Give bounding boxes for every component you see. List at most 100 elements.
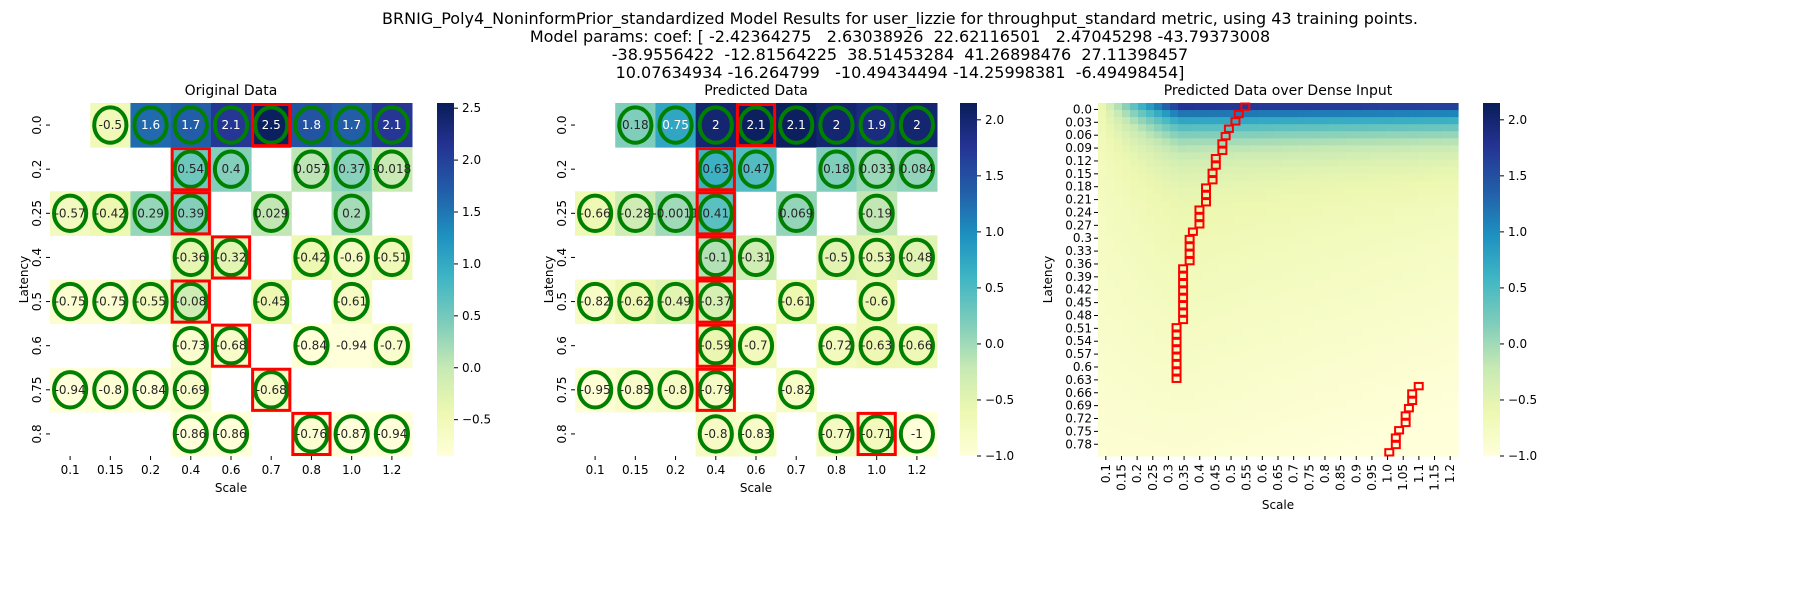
dense-cell [1162,138,1171,146]
dense-cell [1354,117,1363,125]
dense-cell [1386,215,1395,224]
dense-cell [1394,335,1403,344]
dense-cell [1250,314,1259,323]
dense-cell [1242,110,1251,118]
dense-cell [1442,385,1451,394]
cell-value-label: -0.7 [380,339,403,353]
dense-cell [1186,187,1195,196]
dense-cell [1202,392,1211,401]
dense-cell [1122,343,1131,351]
dense-cell [1298,180,1307,189]
dense-cell [1426,166,1435,175]
heatmap-cell [695,323,737,369]
dense-cell [1378,103,1387,111]
dense-cell [1186,194,1195,203]
dense-cell [1378,272,1387,281]
dense-cell [1234,180,1243,189]
dense-cell [1226,378,1235,386]
dense-cell [1386,364,1395,372]
dense-cell [1234,399,1243,408]
colorbar-tick-label: 2.0 [462,153,481,167]
dense-cell [1442,441,1451,450]
heatmap-cell [331,191,373,236]
dense-cell [1146,328,1155,337]
dense-cell [1170,406,1179,415]
dense-cell [1170,300,1179,309]
dense-cell [1138,194,1147,203]
dense-cell [1186,279,1195,288]
dense-cell [1370,124,1379,132]
dense-cell [1234,159,1243,168]
dense-cell [1386,286,1395,295]
dense-cell [1162,230,1171,238]
dense-cell [1186,343,1195,351]
dense-cell [1122,371,1131,379]
dense-cell [1122,201,1131,210]
dense-cell [1098,230,1107,238]
dense-cell [1106,300,1115,309]
dense-cell [1450,131,1459,139]
dense-cell [1394,258,1403,266]
y-tick-label: 0.45 [1065,296,1092,310]
dense-cell [1434,371,1443,379]
x-tick-label: 1.2 [382,463,401,477]
dense-cell [1282,434,1291,443]
dense-cell [1402,371,1411,379]
dense-cell [1146,201,1155,210]
dense-cell [1210,110,1219,118]
dense-cell [1306,399,1315,408]
dense-cell [1370,159,1379,168]
dense-cell [1354,251,1363,259]
dense-cell [1338,145,1347,154]
dense-cell [1242,145,1251,154]
dense-cell [1242,138,1251,146]
training-point-circle [858,326,895,366]
dense-cell [1218,215,1227,224]
dense-cell [1298,321,1307,330]
dense-cell [1170,427,1179,436]
dense-cell [1450,427,1459,436]
dense-cell [1170,124,1179,132]
dense-cell [1122,173,1131,182]
dense-cell [1266,321,1275,330]
dense-cell [1282,385,1291,394]
dense-cell [1202,131,1211,139]
dense-cell [1210,441,1219,450]
dense-cell [1226,392,1235,401]
dense-cell [1298,265,1307,274]
dense-cell [1186,215,1195,224]
dense-cell [1250,215,1259,224]
dense-cell [1218,201,1227,210]
dense-cell [1402,159,1411,168]
dense-cell [1386,434,1395,443]
dense-cell [1442,364,1451,372]
dense-cell [1330,279,1339,288]
dense-cell [1210,145,1219,154]
dense-cell [1162,145,1171,154]
dense-cell [1242,215,1251,224]
dense-cell [1418,223,1427,231]
dense-cell [1226,364,1235,372]
dense-cell [1130,194,1139,203]
dense-cell [1210,103,1219,111]
dense-cell [1410,173,1419,182]
dense-cell [1274,117,1283,125]
figure-title-line-1: BRNIG_Poly4_NoninformPrior_standardized … [382,9,1418,28]
dense-cell [1106,321,1115,330]
dense-cell [1154,314,1163,323]
dense-cell [1346,244,1355,252]
dense-cell [1338,159,1347,168]
dense-cell [1146,448,1155,457]
dense-cell [1354,272,1363,281]
dense-cell [1330,201,1339,210]
dense-cell [1442,378,1451,386]
dense-cell [1386,124,1395,132]
dense-cell [1290,300,1299,309]
x-tick-label: 1.0 [342,463,361,477]
optimum-marker [1240,102,1251,111]
dense-cell [1370,441,1379,450]
dense-cell [1114,131,1123,139]
heatmap-cell [655,191,697,236]
dense-cell [1194,286,1203,295]
dense-cell [1154,385,1163,394]
